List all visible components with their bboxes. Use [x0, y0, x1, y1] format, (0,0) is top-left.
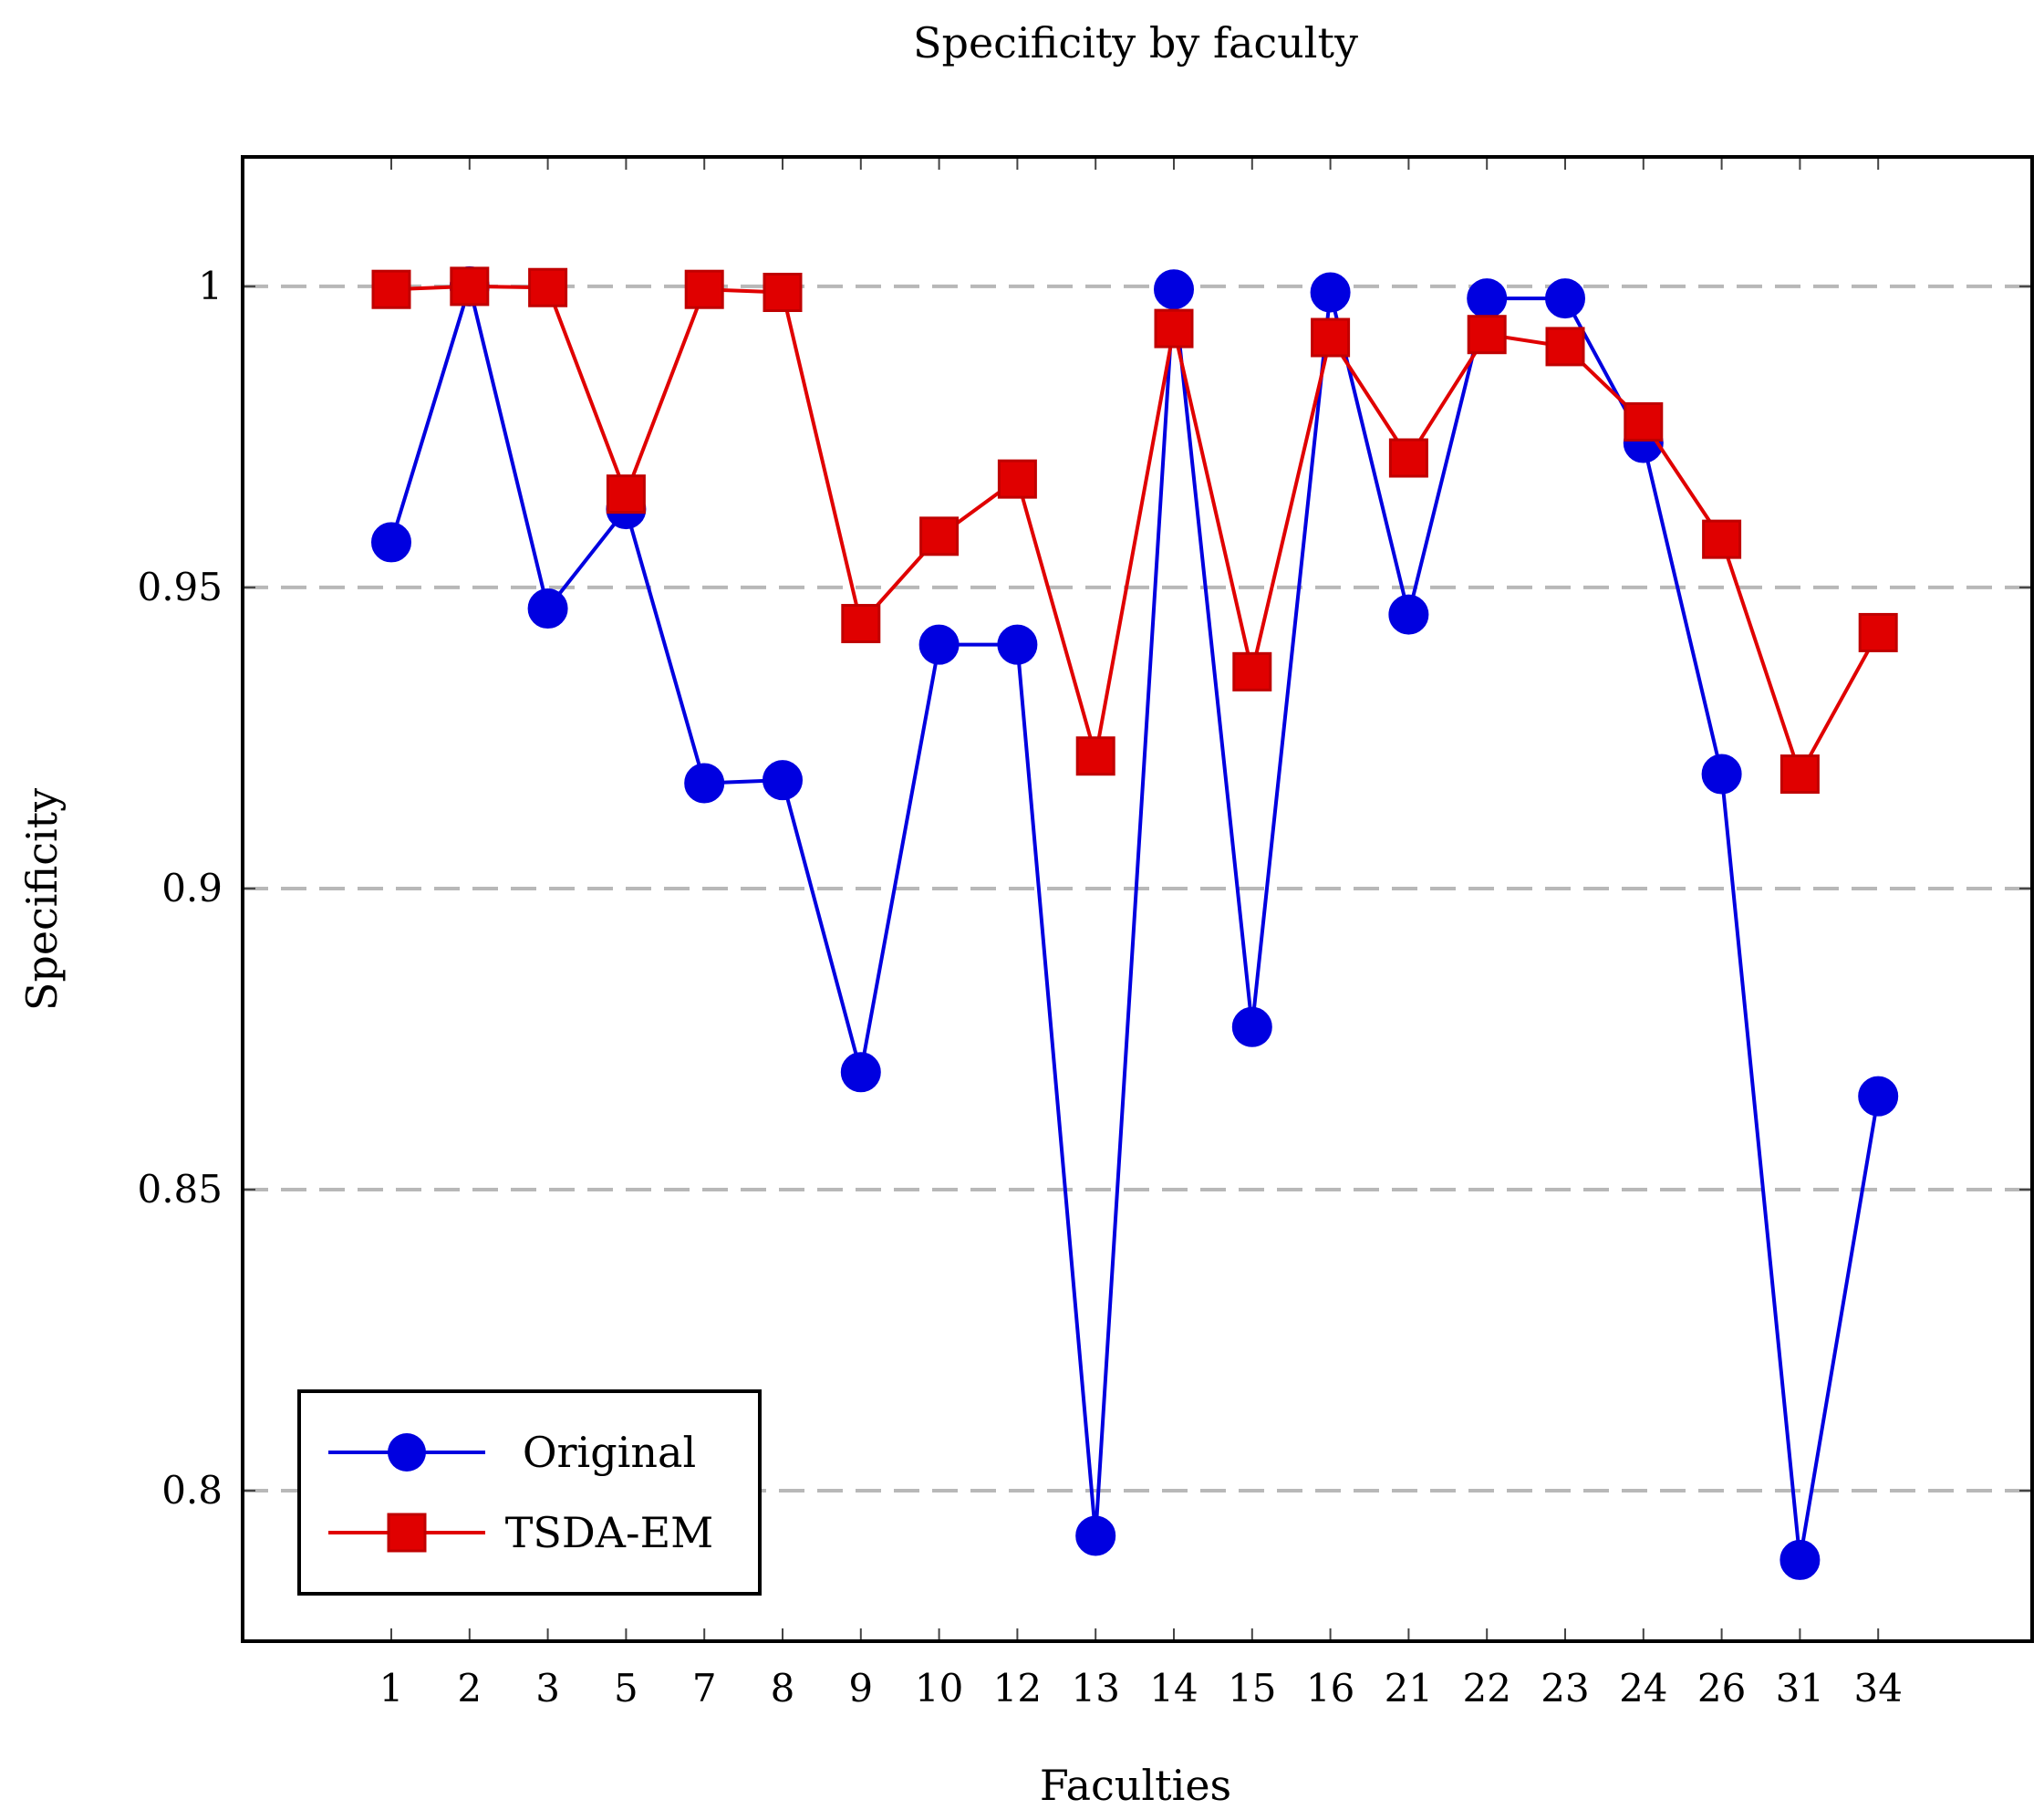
data-point-tsda-em	[1388, 438, 1428, 478]
data-point-original	[997, 624, 1038, 665]
data-point-tsda-em	[1624, 401, 1664, 442]
x-tick-label: 9	[848, 1666, 873, 1711]
y-tick-label: 0.9	[161, 866, 223, 910]
data-point-original	[1231, 1006, 1272, 1047]
legend: Original TSDA-EM	[297, 1389, 762, 1596]
x-tick-label: 31	[1776, 1666, 1824, 1711]
data-point-tsda-em	[1702, 519, 1742, 559]
data-point-tsda-em	[919, 516, 960, 556]
x-tick-label: 34	[1853, 1666, 1902, 1711]
chart-title: Specificity by faculty	[913, 18, 1358, 68]
data-point-tsda-em	[763, 273, 803, 313]
legend-label-original: Original	[523, 1428, 696, 1477]
legend-box	[297, 1389, 762, 1596]
x-tick-label: 23	[1541, 1666, 1589, 1711]
data-point-tsda-em	[1467, 315, 1507, 355]
data-point-original	[1467, 278, 1508, 319]
data-point-tsda-em	[841, 604, 881, 644]
data-point-original	[1075, 1515, 1116, 1556]
y-tick-label: 0.95	[137, 565, 223, 609]
data-point-original	[684, 763, 725, 804]
series-line-tsda-em	[390, 284, 1880, 776]
legend-label-tsda-em: TSDA-EM	[505, 1508, 714, 1557]
x-tick-label: 13	[1071, 1666, 1119, 1711]
series-original	[371, 265, 1899, 1580]
y-tick-label: 1	[198, 264, 223, 308]
x-tick-label: 15	[1228, 1666, 1276, 1711]
x-tick-label: 22	[1462, 1666, 1510, 1711]
x-tick-label: 14	[1149, 1666, 1198, 1711]
data-point-original	[840, 1052, 881, 1093]
x-tick-label: 21	[1385, 1666, 1433, 1711]
data-point-tsda-em	[1779, 754, 1820, 795]
series-layer	[371, 265, 1899, 1580]
data-point-original	[1858, 1076, 1899, 1117]
x-tick-label: 26	[1697, 1666, 1746, 1711]
y-axis-ticks: 0.8 0.85 0.9 0.95 1	[137, 264, 2032, 1513]
x-axis-ticks: 1 2 3 5 7 8 9 10 12 13 14 15 16 21 22 23 24 26 31 34	[379, 157, 1903, 1711]
data-point-tsda-em	[997, 459, 1037, 499]
x-axis-label: Faculties	[1040, 1761, 1231, 1810]
data-point-original	[1154, 269, 1194, 310]
x-tick-label: 1	[379, 1666, 404, 1711]
data-point-tsda-em	[1858, 612, 1898, 652]
data-point-original	[1779, 1539, 1821, 1580]
data-point-tsda-em	[371, 269, 411, 309]
x-tick-label: 7	[692, 1666, 717, 1711]
data-point-original	[371, 522, 411, 563]
y-tick-label: 0.85	[137, 1167, 223, 1212]
data-point-tsda-em	[1545, 327, 1585, 367]
data-point-tsda-em	[1075, 736, 1115, 776]
x-tick-label: 10	[915, 1666, 963, 1711]
data-point-tsda-em	[684, 269, 724, 309]
data-point-original	[763, 760, 803, 801]
data-point-original	[1388, 594, 1429, 635]
data-point-original	[1701, 754, 1742, 795]
x-tick-label: 16	[1306, 1666, 1354, 1711]
data-point-tsda-em	[450, 266, 490, 307]
x-tick-label: 5	[614, 1666, 638, 1711]
legend-marker-tsda-em	[387, 1513, 427, 1553]
legend-marker-original	[388, 1433, 426, 1472]
y-tick-label: 0.8	[161, 1468, 223, 1513]
data-point-tsda-em	[1311, 317, 1351, 358]
x-tick-label: 24	[1619, 1666, 1667, 1711]
x-tick-label: 3	[535, 1666, 560, 1711]
x-tick-label: 12	[993, 1666, 1042, 1711]
data-point-tsda-em	[528, 267, 568, 307]
data-point-original	[918, 624, 960, 665]
data-point-tsda-em	[1154, 308, 1194, 348]
legend-items: Original TSDA-EM	[328, 1428, 713, 1557]
series-tsda-em	[371, 266, 1898, 795]
x-tick-label: 2	[457, 1666, 482, 1711]
y-axis-label: Specificity	[17, 788, 67, 1011]
data-point-tsda-em	[606, 474, 646, 515]
data-point-original	[1545, 278, 1585, 319]
x-tick-label: 8	[771, 1666, 795, 1711]
plot-frame	[241, 155, 2034, 1643]
data-point-original	[527, 588, 568, 629]
data-point-tsda-em	[1232, 651, 1272, 692]
data-point-original	[1310, 272, 1351, 313]
